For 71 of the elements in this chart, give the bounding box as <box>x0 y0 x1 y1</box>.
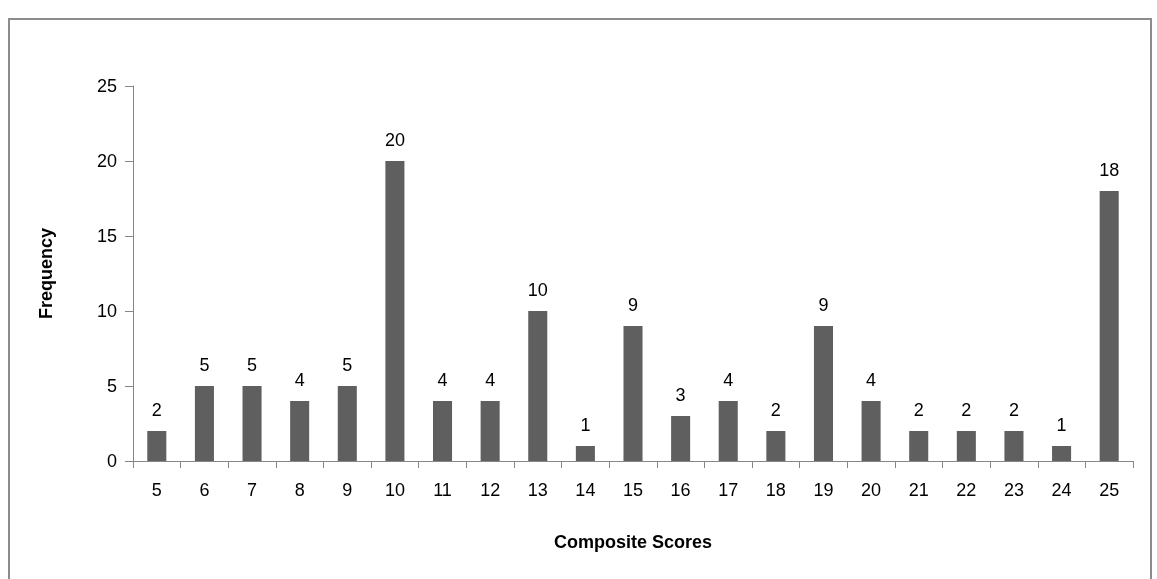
x-tick-label: 23 <box>1003 480 1024 500</box>
bar <box>194 386 214 461</box>
bar <box>480 401 500 461</box>
x-tick-label: 12 <box>480 480 501 500</box>
data-label: 5 <box>199 355 210 375</box>
x-tick-label: 16 <box>670 480 691 500</box>
x-axis-title: Composite Scores <box>553 532 713 552</box>
data-label: 4 <box>294 370 305 390</box>
data-label: 5 <box>342 355 353 375</box>
y-tick-label: 20 <box>96 151 117 171</box>
data-label: 3 <box>675 385 686 405</box>
x-tick-label: 24 <box>1051 480 1072 500</box>
x-tick-label: 19 <box>813 480 834 500</box>
data-label: 1 <box>1056 415 1067 435</box>
data-label: 18 <box>1099 160 1120 180</box>
data-label: 4 <box>866 370 877 390</box>
data-label: 9 <box>627 295 639 315</box>
bar <box>813 326 833 461</box>
x-tick-label: 10 <box>384 480 405 500</box>
bar <box>147 431 167 461</box>
x-tick-label: 13 <box>527 480 548 500</box>
y-tick-label: 10 <box>96 301 117 321</box>
x-tick-label: 7 <box>247 480 258 500</box>
bar <box>671 416 691 461</box>
y-tick-label: 25 <box>96 76 117 96</box>
bar <box>242 386 262 461</box>
data-label: 2 <box>1008 400 1019 420</box>
data-label: 2 <box>151 400 162 420</box>
bar <box>718 401 738 461</box>
bar <box>433 401 453 461</box>
x-tick-label: 18 <box>765 480 786 500</box>
bar <box>766 431 786 461</box>
x-tick-label: 9 <box>342 480 353 500</box>
x-tick-label: 15 <box>622 480 644 500</box>
data-label: 20 <box>384 130 405 150</box>
data-label: 9 <box>818 295 829 315</box>
y-axis-title: Frequency <box>36 227 56 320</box>
bar <box>861 401 881 461</box>
bar <box>1004 431 1024 461</box>
x-tick-label: 22 <box>956 480 977 500</box>
bar <box>337 386 357 461</box>
y-tick-label: 15 <box>96 226 117 246</box>
x-tick-label: 5 <box>151 480 162 500</box>
bar <box>623 326 643 461</box>
data-label: 1 <box>580 415 591 435</box>
bar <box>956 431 976 461</box>
y-tick-label: 5 <box>106 376 117 396</box>
data-label: 4 <box>485 370 496 390</box>
bar <box>909 431 929 461</box>
data-label: 4 <box>723 370 734 390</box>
x-tick-label: 20 <box>861 480 882 500</box>
data-label: 10 <box>527 280 548 300</box>
y-tick-label: 0 <box>106 451 117 471</box>
data-label: 5 <box>247 355 258 375</box>
bar <box>385 161 405 461</box>
data-label: 2 <box>770 400 781 420</box>
x-tick-label: 6 <box>199 480 210 500</box>
bar <box>1052 446 1072 461</box>
data-label: 4 <box>437 370 448 390</box>
bar <box>290 401 310 461</box>
x-tick-label: 17 <box>718 480 739 500</box>
bar <box>528 311 548 461</box>
x-tick-label: 21 <box>908 480 929 500</box>
x-tick-label: 25 <box>1099 480 1120 500</box>
x-tick-label: 8 <box>294 480 305 500</box>
x-tick-label: 14 <box>575 480 596 500</box>
bar <box>575 446 595 461</box>
data-label: 2 <box>961 400 972 420</box>
bar <box>1099 191 1119 461</box>
data-label: 2 <box>913 400 924 420</box>
x-tick-label: 11 <box>433 480 452 500</box>
